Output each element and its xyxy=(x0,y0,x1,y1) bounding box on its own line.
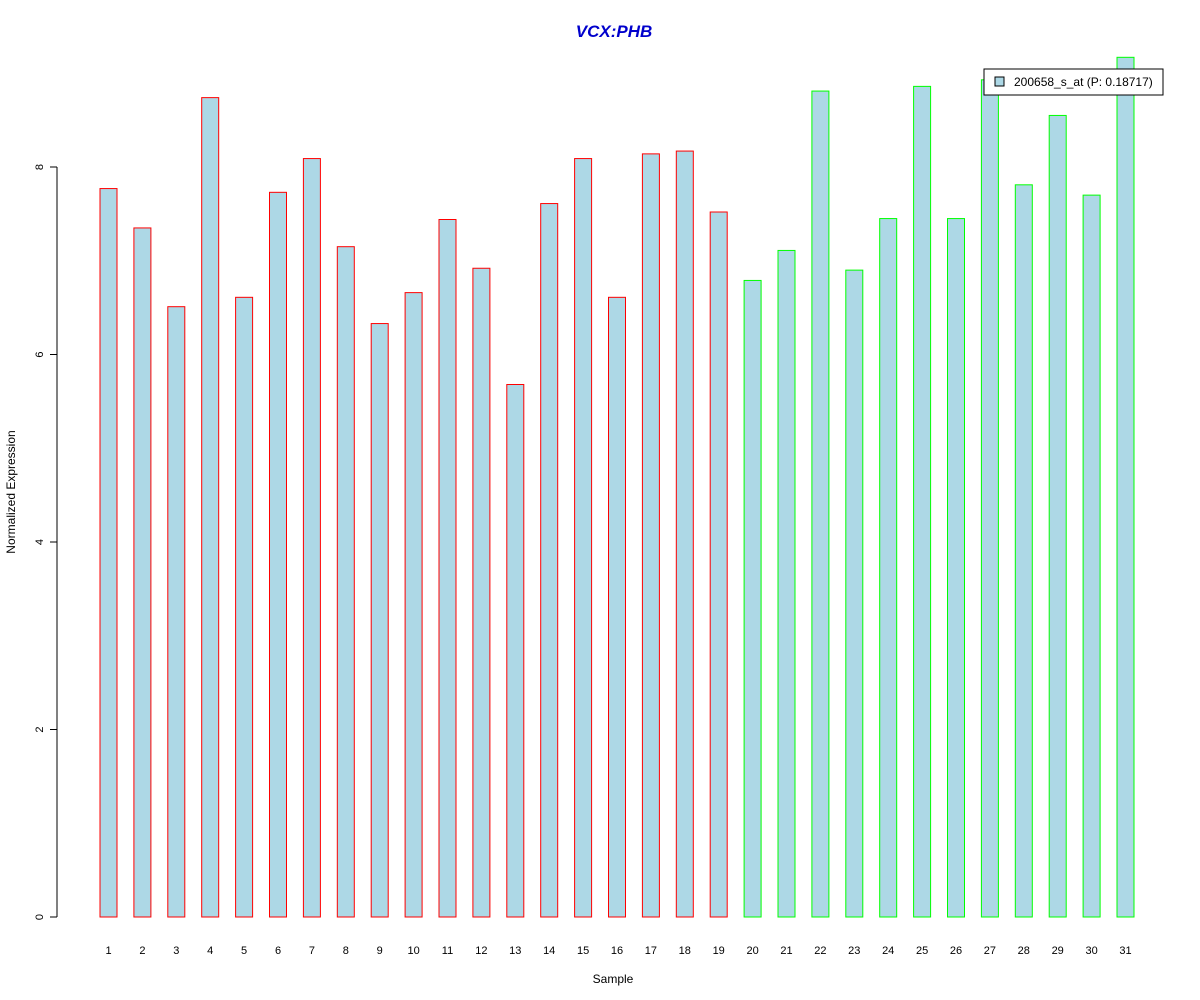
x-tick-labels: 1 2 3 4 5 6 7 8 9 10 11 12 13 14 15 16 17 18 19 20 21 22 23 24 2… xyxy=(105,945,1131,957)
bar xyxy=(302,158,321,918)
bar xyxy=(675,150,694,918)
bar xyxy=(879,218,898,918)
chart-title: VCX:PHB xyxy=(576,22,653,41)
x-tick-label: 10 xyxy=(407,945,419,957)
x-tick-label: 12 xyxy=(475,945,487,957)
y-axis: 0 2 4 6 8 xyxy=(34,164,58,920)
bar xyxy=(438,219,457,918)
bar xyxy=(1116,56,1135,918)
legend-box xyxy=(983,68,1164,96)
x-tick-label: 31 xyxy=(1119,945,1131,957)
x-tick-label: 2 xyxy=(139,945,145,957)
bar xyxy=(913,85,932,918)
x-tick-label: 8 xyxy=(343,945,349,957)
bar xyxy=(472,267,491,918)
bar xyxy=(641,153,660,918)
x-tick-label: 14 xyxy=(543,945,555,957)
bar xyxy=(404,292,423,918)
bar xyxy=(574,158,593,918)
bar xyxy=(845,269,864,918)
x-tick-label: 5 xyxy=(241,945,247,957)
x-tick-label: 3 xyxy=(173,945,179,957)
bar xyxy=(709,211,728,918)
y-axis-label: Normalized Expression xyxy=(4,430,18,553)
x-tick-label: 13 xyxy=(509,945,521,957)
x-tick-label: 22 xyxy=(814,945,826,957)
x-tick-label: 23 xyxy=(848,945,860,957)
y-tick-label: 2 xyxy=(34,726,46,732)
bar xyxy=(743,279,762,918)
x-tick-label: 15 xyxy=(577,945,589,957)
x-tick-label: 20 xyxy=(746,945,758,957)
y-tick-label: 4 xyxy=(34,539,46,545)
bar xyxy=(1048,114,1067,918)
bar xyxy=(201,97,220,918)
x-tick-label: 24 xyxy=(882,945,894,957)
x-tick-label: 28 xyxy=(1018,945,1030,957)
bar xyxy=(1082,194,1101,918)
bar xyxy=(235,296,254,918)
bar xyxy=(947,218,965,918)
x-axis-label: Sample xyxy=(593,972,634,986)
x-tick-label: 29 xyxy=(1052,945,1064,957)
x-tick-label: 18 xyxy=(679,945,691,957)
bar xyxy=(811,90,830,918)
x-tick-label: 25 xyxy=(916,945,928,957)
x-tick-label: 7 xyxy=(309,945,315,957)
bar xyxy=(167,306,186,918)
x-tick-label: 16 xyxy=(611,945,623,957)
x-tick-label: 30 xyxy=(1085,945,1097,957)
bar xyxy=(133,227,152,918)
x-tick-label: 6 xyxy=(275,945,281,957)
bar xyxy=(336,246,355,918)
bar xyxy=(1014,184,1033,918)
x-tick-label: 1 xyxy=(105,945,111,957)
y-tick-label: 6 xyxy=(34,351,46,357)
bar xyxy=(980,79,999,918)
x-tick-label: 17 xyxy=(645,945,657,957)
bar xyxy=(506,384,525,918)
bar xyxy=(370,323,389,918)
bar xyxy=(269,191,287,918)
bar xyxy=(608,296,626,918)
x-tick-label: 19 xyxy=(713,945,725,957)
bar xyxy=(99,188,118,918)
bar xyxy=(540,203,559,918)
x-tick-label: 9 xyxy=(377,945,383,957)
x-tick-label: 27 xyxy=(984,945,996,957)
x-tick-label: 4 xyxy=(207,945,213,957)
y-tick-label: 0 xyxy=(34,914,46,920)
x-tick-label: 26 xyxy=(950,945,962,957)
legend: 200658_s_at (P: 0.18717) xyxy=(983,68,1164,96)
legend-swatch xyxy=(994,76,1005,87)
legend-label: 200658_s_at (P: 0.18717) xyxy=(1014,75,1153,89)
x-tick-label: 11 xyxy=(442,945,453,957)
bars-group xyxy=(99,56,1135,918)
bar xyxy=(777,249,796,918)
y-tick-label: 8 xyxy=(34,164,46,170)
x-tick-label: 21 xyxy=(780,945,792,957)
